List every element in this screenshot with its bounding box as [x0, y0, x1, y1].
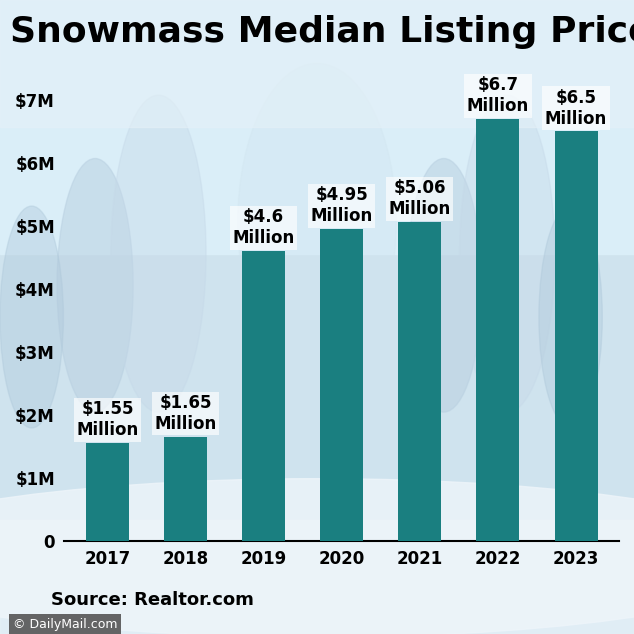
Bar	[164, 437, 207, 541]
Ellipse shape	[111, 95, 206, 412]
Text: Source: Realtor.com: Source: Realtor.com	[51, 591, 254, 609]
Ellipse shape	[0, 206, 63, 428]
Text: $5.06
Million: $5.06 Million	[389, 179, 451, 218]
Bar	[398, 222, 441, 541]
Bar	[477, 119, 519, 541]
Bar	[242, 251, 285, 541]
Ellipse shape	[57, 158, 133, 412]
Ellipse shape	[238, 63, 396, 380]
Ellipse shape	[460, 95, 555, 412]
Bar	[0, 0, 634, 127]
Bar	[0, 0, 634, 254]
Title: Snowmass Median Listing Prices: Snowmass Median Listing Prices	[10, 15, 634, 49]
Text: © DailyMail.com: © DailyMail.com	[13, 618, 117, 631]
Text: $1.65
Million: $1.65 Million	[155, 394, 217, 433]
Bar	[0, 520, 634, 634]
Text: $6.7
Million: $6.7 Million	[467, 76, 529, 115]
Ellipse shape	[406, 158, 482, 412]
Text: $6.5
Million: $6.5 Million	[545, 89, 607, 127]
Bar	[555, 131, 597, 541]
Ellipse shape	[539, 206, 602, 428]
Ellipse shape	[0, 479, 634, 634]
Bar	[86, 443, 129, 541]
Text: $4.95
Million: $4.95 Million	[311, 186, 373, 225]
Text: $4.6
Million: $4.6 Million	[233, 209, 295, 247]
Text: $1.55
Million: $1.55 Million	[76, 401, 139, 439]
Bar	[320, 229, 363, 541]
